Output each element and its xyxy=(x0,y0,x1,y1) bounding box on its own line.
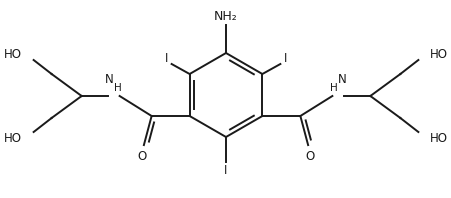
Text: HO: HO xyxy=(429,48,447,61)
Text: I: I xyxy=(283,52,286,66)
Text: I: I xyxy=(165,52,168,66)
Text: N: N xyxy=(337,73,346,87)
Text: HO: HO xyxy=(4,131,22,145)
Text: H: H xyxy=(330,83,337,93)
Text: H: H xyxy=(114,83,121,93)
Text: O: O xyxy=(137,149,146,163)
Text: HO: HO xyxy=(4,48,22,61)
Text: I: I xyxy=(224,164,227,176)
Text: NH₂: NH₂ xyxy=(214,10,237,23)
Text: N: N xyxy=(105,73,114,87)
Text: HO: HO xyxy=(429,131,447,145)
Text: O: O xyxy=(305,149,314,163)
